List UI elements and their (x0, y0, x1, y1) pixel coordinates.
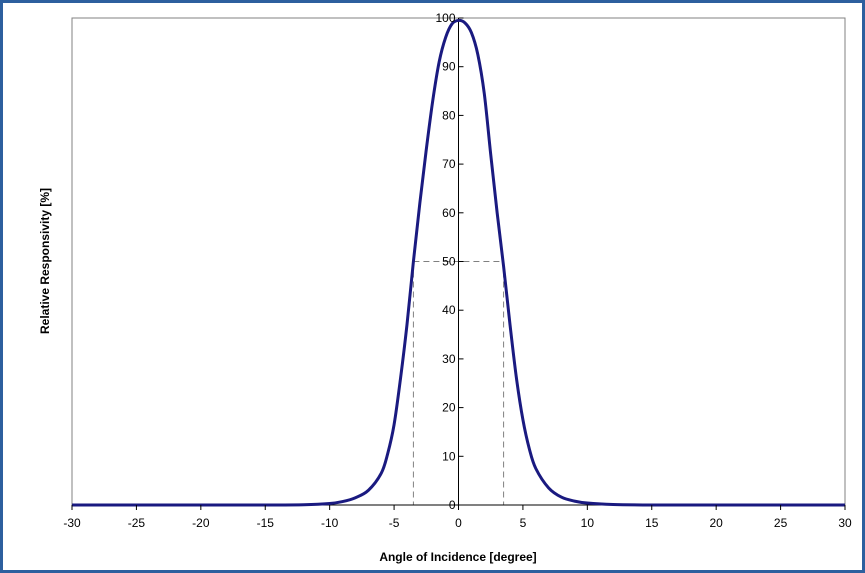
x-tick-label: 0 (455, 516, 462, 530)
x-tick-label: 15 (645, 516, 659, 530)
x-tick-label: -20 (192, 516, 210, 530)
x-tick-label: -25 (128, 516, 146, 530)
x-tick-label: -10 (321, 516, 339, 530)
x-tick-label: -15 (257, 516, 275, 530)
y-tick-label: 30 (442, 352, 456, 366)
x-tick-label: 10 (581, 516, 595, 530)
y-tick-label: 80 (442, 108, 456, 122)
responsivity-curve (72, 18, 845, 507)
y-tick-label: 100 (435, 11, 455, 25)
y-tick-label: 70 (442, 157, 456, 171)
x-tick-label: -5 (389, 516, 400, 530)
y-tick-label: 50 (442, 255, 456, 269)
x-tick-label: 20 (709, 516, 723, 530)
y-tick-label: 40 (442, 303, 456, 317)
x-tick-label: 25 (774, 516, 788, 530)
x-tick-label: 30 (838, 516, 852, 530)
y-tick-label: 10 (442, 449, 456, 463)
y-tick-label: 20 (442, 401, 456, 415)
x-axis-title: Angle of Incidence [degree] (379, 550, 536, 564)
y-tick-label: 0 (449, 498, 456, 512)
y-axis-title: Relative Responsivity [%] (38, 188, 52, 334)
y-tick-label: 60 (442, 206, 456, 220)
y-tick-label: 90 (442, 60, 456, 74)
x-tick-label: 5 (520, 516, 527, 530)
x-tick-label: -30 (63, 516, 81, 530)
